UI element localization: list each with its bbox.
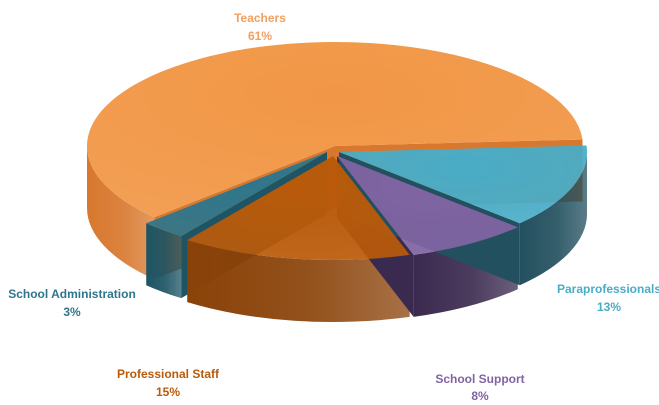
slice-label-teachers: Teachers 61% xyxy=(234,11,286,43)
pie-slice-school-support xyxy=(337,156,518,255)
pie-side-teachers xyxy=(87,146,155,280)
slice-category-label: Professional Staff xyxy=(117,367,220,381)
slice-label-school-administration: School Administration 3% xyxy=(8,287,136,319)
slice-value-label: 8% xyxy=(471,389,489,400)
slice-category-label: School Administration xyxy=(8,287,136,301)
slice-label-paraprofessionals: Paraprofessionals 13% xyxy=(557,282,659,314)
pie-slice-teachers xyxy=(86,41,583,218)
pie-slice-school-administration xyxy=(146,152,327,237)
slice-category-label: Paraprofessionals xyxy=(557,282,659,296)
slice-value-label: 13% xyxy=(597,300,621,314)
pie-side-professional-staff xyxy=(187,240,410,323)
slice-category-label: School Support xyxy=(435,372,524,386)
slice-value-label: 3% xyxy=(63,305,81,319)
slice-label-school-support: School Support 8% xyxy=(435,372,524,403)
pie-side-school-administration xyxy=(146,223,182,299)
slice-category-label: Teachers xyxy=(234,11,286,25)
slice-value-label: 15% xyxy=(156,385,180,399)
slice-value-label: 61% xyxy=(248,29,272,43)
pie-slice-paraprofessionals xyxy=(339,145,587,224)
slice-label-professional-staff: Professional Staff 15% xyxy=(117,367,220,399)
pie-side-paraprofessionals xyxy=(519,152,587,286)
pie-slice-professional-staff xyxy=(187,156,410,261)
